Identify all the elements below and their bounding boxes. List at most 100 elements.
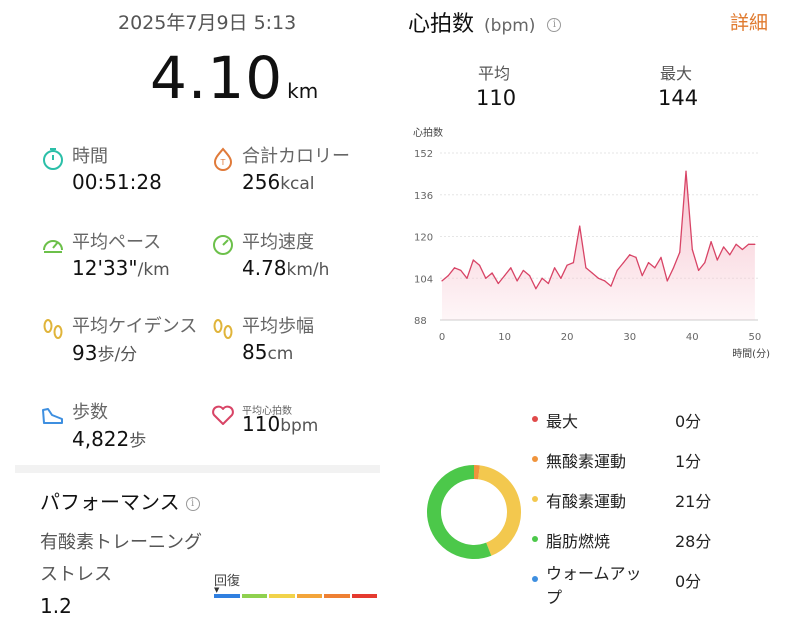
heart-rate-point xyxy=(610,285,612,287)
zone-name: 脂肪燃焼 xyxy=(546,532,611,551)
heart-rate-point xyxy=(754,243,756,245)
info-icon[interactable]: i xyxy=(547,18,562,32)
heart-rate-point xyxy=(616,269,618,272)
stat-stride-label: 平均歩幅 xyxy=(242,316,314,337)
y-tick-label: 104 xyxy=(414,274,433,285)
distance-display: 4.10 km xyxy=(150,44,318,112)
max-hr-label: 最大 xyxy=(660,64,693,83)
stat-stride-value: 85cm xyxy=(242,340,294,364)
heart-rate-point xyxy=(485,277,487,279)
x-tick-label: 20 xyxy=(561,332,574,343)
scale-segment xyxy=(324,594,350,598)
aerobic-stress-label: 有酸素トレーニングストレス xyxy=(40,532,202,585)
heart-rate-title: 心拍数 (bpm) i xyxy=(408,6,562,38)
zone-duration: 0分 xyxy=(675,572,702,591)
zone-duration: 21分 xyxy=(675,492,712,511)
distance-unit: km xyxy=(287,79,319,103)
speedometer-icon xyxy=(213,235,233,255)
heart-rate-point xyxy=(491,272,493,274)
zone-name: 最大 xyxy=(546,412,579,431)
zone-duration: 1分 xyxy=(675,452,702,471)
x-tick-label: 50 xyxy=(749,332,762,343)
stat-speed-value: 4.78km/h xyxy=(242,256,330,280)
stat-calories: T 合計カロリー 256kcal xyxy=(210,142,380,202)
stat-speed: 平均速度 4.78km/h xyxy=(210,228,380,288)
heart-rate-point xyxy=(710,241,712,243)
zone-name: 有酸素運動 xyxy=(546,492,627,511)
section-divider xyxy=(15,465,380,473)
heart-rate-point xyxy=(660,256,662,258)
heart-rate-zone-donut xyxy=(427,465,521,559)
x-tick-label: 10 xyxy=(498,332,511,343)
heart-rate-point xyxy=(591,272,593,274)
zone-color-dot xyxy=(532,536,538,542)
max-hr-value: 144 xyxy=(658,86,699,110)
heart-rate-point xyxy=(572,261,575,264)
stat-steps: 歩数 4,822歩 xyxy=(40,398,210,458)
heart-rate-point xyxy=(447,275,449,277)
aerobic-stress-value: 1.2 xyxy=(40,594,72,618)
recovery-label: 回復 xyxy=(214,574,241,589)
zone-duration: 28分 xyxy=(675,532,712,551)
heart-rate-point xyxy=(516,280,518,282)
info-icon[interactable]: i xyxy=(185,496,200,511)
stat-speed-label: 平均速度 xyxy=(242,232,314,253)
heart-rate-point xyxy=(503,275,506,277)
stat-avg-hr-value: 110bpm xyxy=(242,412,319,436)
heart-rate-point xyxy=(654,267,656,269)
stat-time-label: 時間 xyxy=(72,146,108,167)
stat-time-value: 00:51:28 xyxy=(72,170,162,194)
heart-rate-chart: 心拍数 88 104 120 136 152 0 10 20 30 40 50 時間(分) xyxy=(413,126,770,360)
scale-marker-icon: ▼ xyxy=(214,586,220,594)
heart-rate-point xyxy=(622,261,625,264)
stat-avg-hr-label: 平均心拍数 xyxy=(242,406,292,417)
footprints-icon xyxy=(213,319,233,339)
heart-rate-point xyxy=(554,267,556,269)
heart-rate-point xyxy=(560,277,562,279)
y-tick-label: 136 xyxy=(414,191,433,202)
details-link[interactable]: 詳細 xyxy=(729,12,768,34)
stat-avg-heart-rate: 平均心拍数 110bpm xyxy=(210,398,380,458)
heart-rate-point xyxy=(704,261,706,264)
zone-name: 無酸素運動 xyxy=(546,452,627,471)
heart-rate-point xyxy=(579,225,581,227)
heart-rate-point xyxy=(453,267,456,269)
stat-cadence-label: 平均ケイデンス xyxy=(72,316,198,337)
flame-icon: T xyxy=(213,147,233,171)
heart-rate-point xyxy=(441,280,443,282)
heart-rate-point xyxy=(510,267,512,269)
heart-rate-area xyxy=(442,171,755,320)
heart-rate-point xyxy=(635,256,637,258)
heart-rate-point xyxy=(716,259,718,261)
heart-rate-point xyxy=(472,259,474,261)
performance-title: パフォーマンス i xyxy=(40,486,200,515)
heart-rate-point xyxy=(647,261,650,264)
zone-color-dot xyxy=(532,416,538,422)
heart-rate-point xyxy=(679,251,681,253)
stat-time: 時間 00:51:28 xyxy=(40,142,210,202)
stat-calories-label: 合計カロリー xyxy=(242,146,350,167)
zone-duration: 0分 xyxy=(675,412,702,431)
donut-segment xyxy=(477,465,521,556)
scale-segment xyxy=(214,594,240,598)
stat-stride: 平均歩幅 85cm xyxy=(210,312,380,372)
stat-pace-value: 12'33"/km xyxy=(72,256,170,280)
scale-segment xyxy=(269,594,295,598)
y-tick-label: 120 xyxy=(414,233,433,244)
heart-rate-point xyxy=(629,254,631,256)
scale-segment xyxy=(296,594,322,598)
zone-color-dot xyxy=(532,496,538,502)
stat-steps-value: 4,822歩 xyxy=(72,427,147,451)
heart-rate-point xyxy=(566,264,568,266)
heart-icon xyxy=(212,405,234,425)
avg-hr-value: 110 xyxy=(476,86,517,110)
heart-rate-point xyxy=(729,254,731,256)
zone-color-dot xyxy=(532,576,538,582)
heart-rate-point xyxy=(604,280,606,282)
distance-value: 4.10 xyxy=(150,44,284,112)
stat-cadence: 平均ケイデンス 93歩/分 xyxy=(40,312,210,372)
heart-rate-point xyxy=(478,264,481,266)
heart-rate-point xyxy=(748,243,750,245)
y-tick-label: 88 xyxy=(414,316,427,327)
shoe-icon xyxy=(42,408,63,424)
